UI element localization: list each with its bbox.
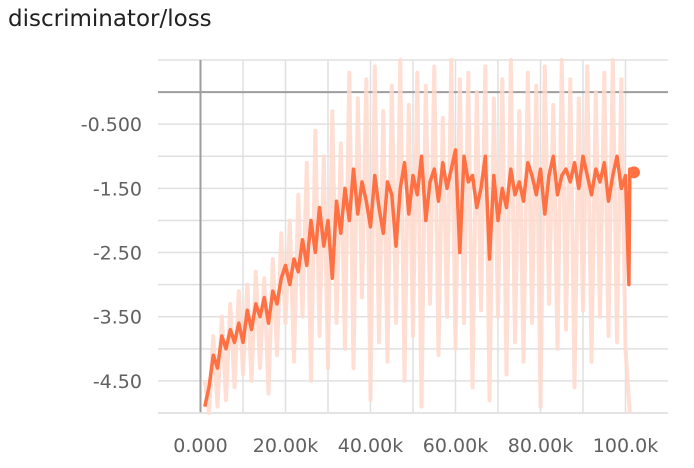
x-tick-label: 100.0k bbox=[593, 435, 658, 457]
tick-label-layer: -0.500 -1.50 -2.50 -3.50 -4.50 0.000 20.00k 40.… bbox=[81, 114, 658, 457]
raw-series-line bbox=[202, 58, 632, 415]
x-tick-label: 60.00k bbox=[423, 435, 488, 457]
chart-title: discriminator/loss bbox=[8, 6, 212, 32]
y-tick-label: -0.500 bbox=[81, 114, 142, 136]
smoothed-series-layer bbox=[203, 148, 640, 407]
y-tick-label: -2.50 bbox=[93, 243, 142, 265]
axis-layer bbox=[158, 60, 668, 414]
x-tick-label: 40.00k bbox=[338, 435, 403, 457]
x-tick-label: 80.00k bbox=[508, 435, 573, 457]
x-tick-label: 0.000 bbox=[173, 435, 227, 457]
y-tick-label: -4.50 bbox=[93, 371, 142, 393]
smoothed-series-line bbox=[203, 148, 636, 407]
series-endpoint-marker bbox=[628, 166, 640, 179]
y-tick-label: -3.50 bbox=[93, 307, 142, 329]
y-tick-label: -1.50 bbox=[93, 178, 142, 200]
x-tick-label: 20.00k bbox=[253, 435, 318, 457]
raw-series-layer bbox=[202, 58, 632, 415]
